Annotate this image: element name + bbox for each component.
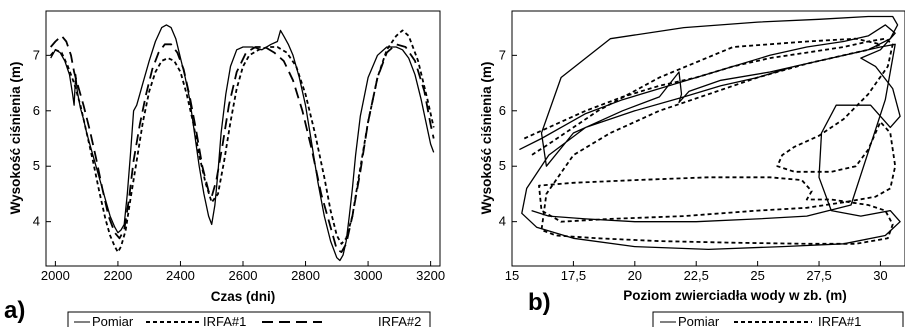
x-tick-label: 25 <box>750 268 764 283</box>
plot-b-xlabel: Poziom zwierciadła wody w zb. (m) <box>623 288 847 303</box>
x-tick-label: 3000 <box>354 268 383 283</box>
plot-a-area <box>50 24 435 262</box>
plot-a-ylabel: Wysokość ciśnienia (m) <box>8 62 23 215</box>
y-tick-label: 4 <box>499 214 506 229</box>
x-tick-label: 3200 <box>416 268 445 283</box>
y-tick-label: 4 <box>33 214 40 229</box>
plot-a-xlabel: Czas (dni) <box>211 289 276 304</box>
series-line-irfa1 <box>523 37 897 245</box>
y-tick-label: 6 <box>33 103 40 118</box>
y-tick-label: 6 <box>499 103 506 118</box>
x-tick-label: 20 <box>628 268 642 283</box>
series-line-irfa1 <box>50 29 435 253</box>
legend-b-label-pomiar: Pomiar <box>678 314 720 327</box>
legend-a: Pomiar IRFA#1 IRFA#2 <box>67 311 431 327</box>
y-tick-label: 5 <box>33 158 40 173</box>
series-line-pomiar <box>50 24 435 262</box>
series-line-irfa2 <box>50 35 435 253</box>
plot-b-ylabel: Wysokość ciśnienia (m) <box>479 62 494 215</box>
plot-b-frame <box>511 10 905 267</box>
legend-a-label-pomiar: Pomiar <box>92 314 134 327</box>
legend-a-label-irfa2: IRFA#2 <box>378 314 421 327</box>
plot-b-area <box>519 15 901 251</box>
y-tick-label: 5 <box>499 158 506 173</box>
series-line-pomiar <box>519 15 901 251</box>
x-tick-label: 22,5 <box>684 268 709 283</box>
x-tick-label: 2400 <box>166 268 195 283</box>
x-tick-label: 2200 <box>103 268 132 283</box>
y-tick-label: 7 <box>499 47 506 62</box>
x-tick-label: 15 <box>505 268 519 283</box>
legend-b: Pomiar IRFA#1 <box>652 311 904 327</box>
legend-b-label-irfa1: IRFA#1 <box>818 314 861 327</box>
x-tick-label: 2800 <box>291 268 320 283</box>
x-tick-label: 17,5 <box>561 268 586 283</box>
panel-a-label: a) <box>4 297 25 324</box>
plot-a-ticks: 2000 2200 2400 2600 2800 3000 3200 4 5 6 7 <box>33 47 445 283</box>
legend-b-box <box>652 311 904 327</box>
panel-b-label: b) <box>528 289 551 316</box>
legend-a-label-irfa1: IRFA#1 <box>203 314 246 327</box>
y-tick-label: 7 <box>33 47 40 62</box>
plot-a-frame <box>45 10 441 267</box>
x-tick-label: 2000 <box>41 268 70 283</box>
plot-b-ticks: 15 17,5 20 22,5 25 27,5 30 4 5 6 7 <box>499 47 888 283</box>
x-tick-label: 2600 <box>229 268 258 283</box>
x-tick-label: 30 <box>873 268 887 283</box>
legend-a-box <box>67 311 431 327</box>
x-tick-label: 27,5 <box>806 268 831 283</box>
